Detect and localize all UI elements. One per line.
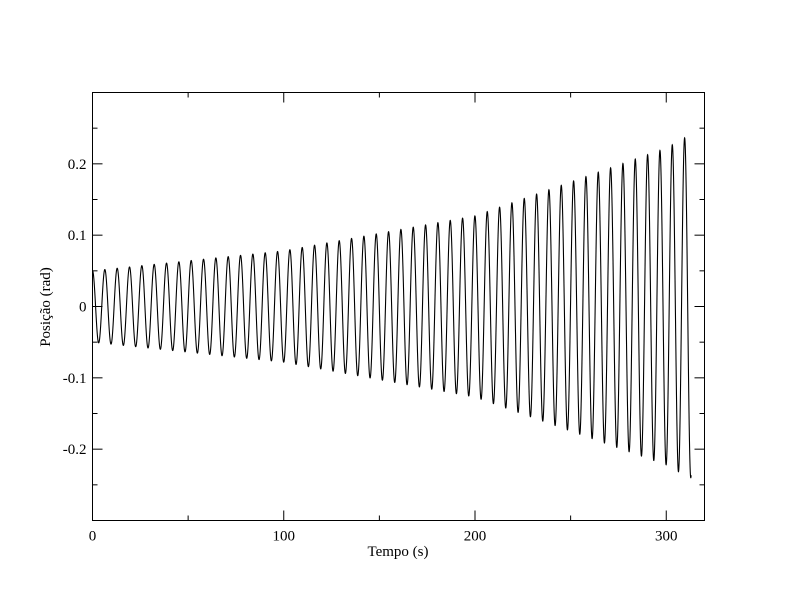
y-axis-tick-labels: -0.2 -0.1 0 0.1 0.2	[63, 157, 87, 458]
x-tick-label: 0	[89, 529, 97, 545]
x-axis-tick-labels: 0 100 200 300	[89, 529, 678, 545]
x-tick-label: 300	[655, 529, 678, 545]
plot-frame	[92, 92, 705, 521]
y-tick-label: -0.1	[63, 371, 87, 387]
x-axis-title: Tempo (s)	[367, 544, 428, 560]
y-tick-label: 0.1	[68, 228, 87, 244]
series-line	[92, 136, 692, 479]
y-tick-label: -0.2	[63, 442, 87, 458]
y-axis-ticks	[92, 127, 705, 486]
y-tick-label: 0.2	[68, 157, 87, 173]
x-tick-label: 100	[273, 529, 296, 545]
x-tick-label: 200	[464, 529, 487, 545]
x-axis-ticks	[92, 92, 667, 521]
y-axis-title: Posição (rad)	[38, 267, 54, 347]
y-tick-label: 0	[79, 300, 87, 316]
